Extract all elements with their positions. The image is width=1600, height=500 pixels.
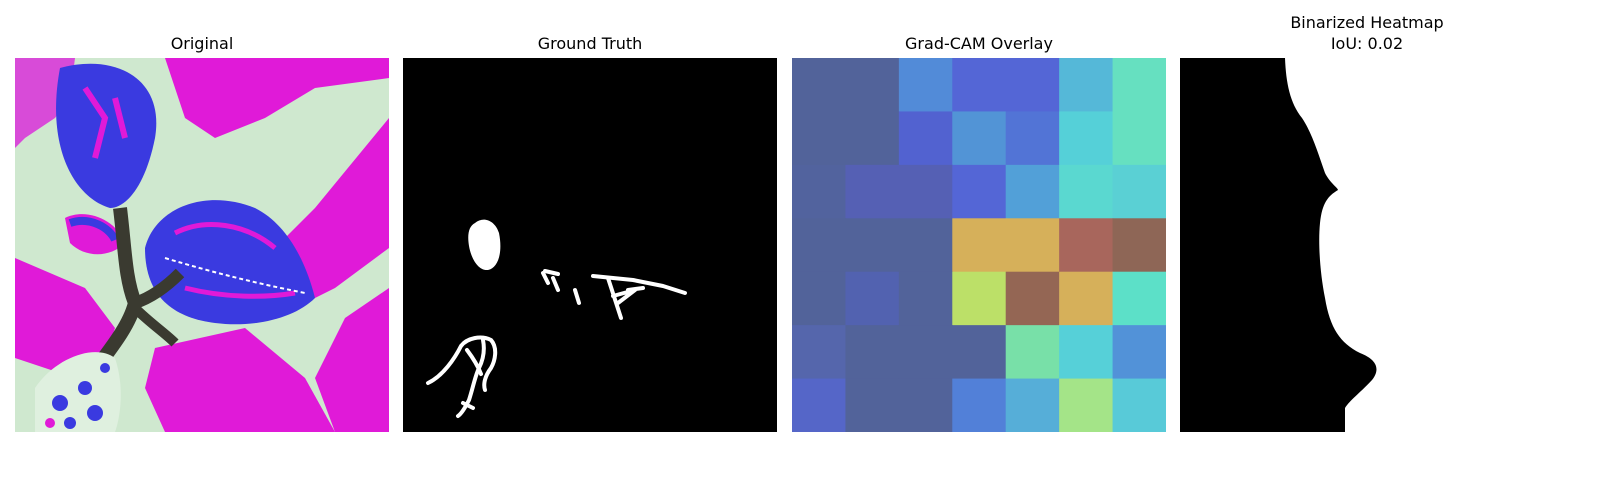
iou-subtitle: IoU: 0.02 — [1330, 34, 1404, 53]
binarized-title: Binarized Heatmap — [1290, 13, 1444, 32]
gradcam-cell — [898, 58, 953, 113]
gradcam-cell — [845, 164, 900, 219]
gradcam-cell — [952, 58, 1007, 113]
gradcam-cell — [1112, 218, 1166, 273]
gradcam-cell — [952, 271, 1007, 326]
gradcam-cell — [845, 218, 900, 273]
original-title: Original — [170, 34, 234, 53]
gradcam-cell — [898, 378, 953, 432]
gradcam-cell — [1112, 58, 1166, 113]
gradcam-cell — [1005, 271, 1060, 326]
gradcam-cell — [952, 218, 1007, 273]
gradcam-cell — [1112, 164, 1166, 219]
gradcam-cell — [898, 164, 953, 219]
gradcam-cell — [1059, 111, 1114, 166]
ground-truth-title: Ground Truth — [537, 34, 643, 53]
gradcam-cell — [1059, 378, 1114, 432]
gradcam-overlay — [792, 58, 1166, 432]
gradcam-cell — [1059, 58, 1114, 113]
gradcam-cell — [1112, 271, 1166, 326]
gradcam-cell — [952, 378, 1007, 432]
gradcam-cell — [845, 378, 900, 432]
gradcam-cell — [1059, 271, 1114, 326]
gradcam-title: Grad-CAM Overlay — [905, 34, 1053, 53]
gradcam-cell — [845, 325, 900, 380]
gradcam-cell — [1005, 325, 1060, 380]
gradcam-cell — [792, 271, 847, 326]
gradcam-cell — [952, 325, 1007, 380]
ground-truth-mask — [403, 58, 777, 432]
gradcam-cell — [792, 58, 847, 113]
gradcam-cell — [1005, 111, 1060, 166]
gradcam-cell — [898, 325, 953, 380]
gradcam-cell — [1005, 218, 1060, 273]
gradcam-cell — [1005, 58, 1060, 113]
gradcam-cell — [898, 218, 953, 273]
gradcam-cell — [1059, 164, 1114, 219]
gradcam-cell — [1112, 378, 1166, 432]
gradcam-cell — [898, 271, 953, 326]
gradcam-cell — [792, 218, 847, 273]
gradcam-cell — [952, 164, 1007, 219]
original-image — [15, 58, 389, 432]
gradcam-cell — [792, 325, 847, 380]
gradcam-cell — [952, 111, 1007, 166]
gradcam-cell — [845, 111, 900, 166]
gradcam-cell — [1112, 111, 1166, 166]
gradcam-cell — [792, 164, 847, 219]
gradcam-cell — [1005, 164, 1060, 219]
binarized-heatmap — [1180, 58, 1554, 432]
gradcam-cell — [792, 378, 847, 432]
gradcam-cell — [845, 58, 900, 113]
gradcam-cell — [1112, 325, 1166, 380]
gradcam-cell — [898, 111, 953, 166]
gradcam-cell — [1059, 218, 1114, 273]
gradcam-cell — [845, 271, 900, 326]
gradcam-cell — [792, 111, 847, 166]
gradcam-cell — [1005, 378, 1060, 432]
gradcam-cell — [1059, 325, 1114, 380]
